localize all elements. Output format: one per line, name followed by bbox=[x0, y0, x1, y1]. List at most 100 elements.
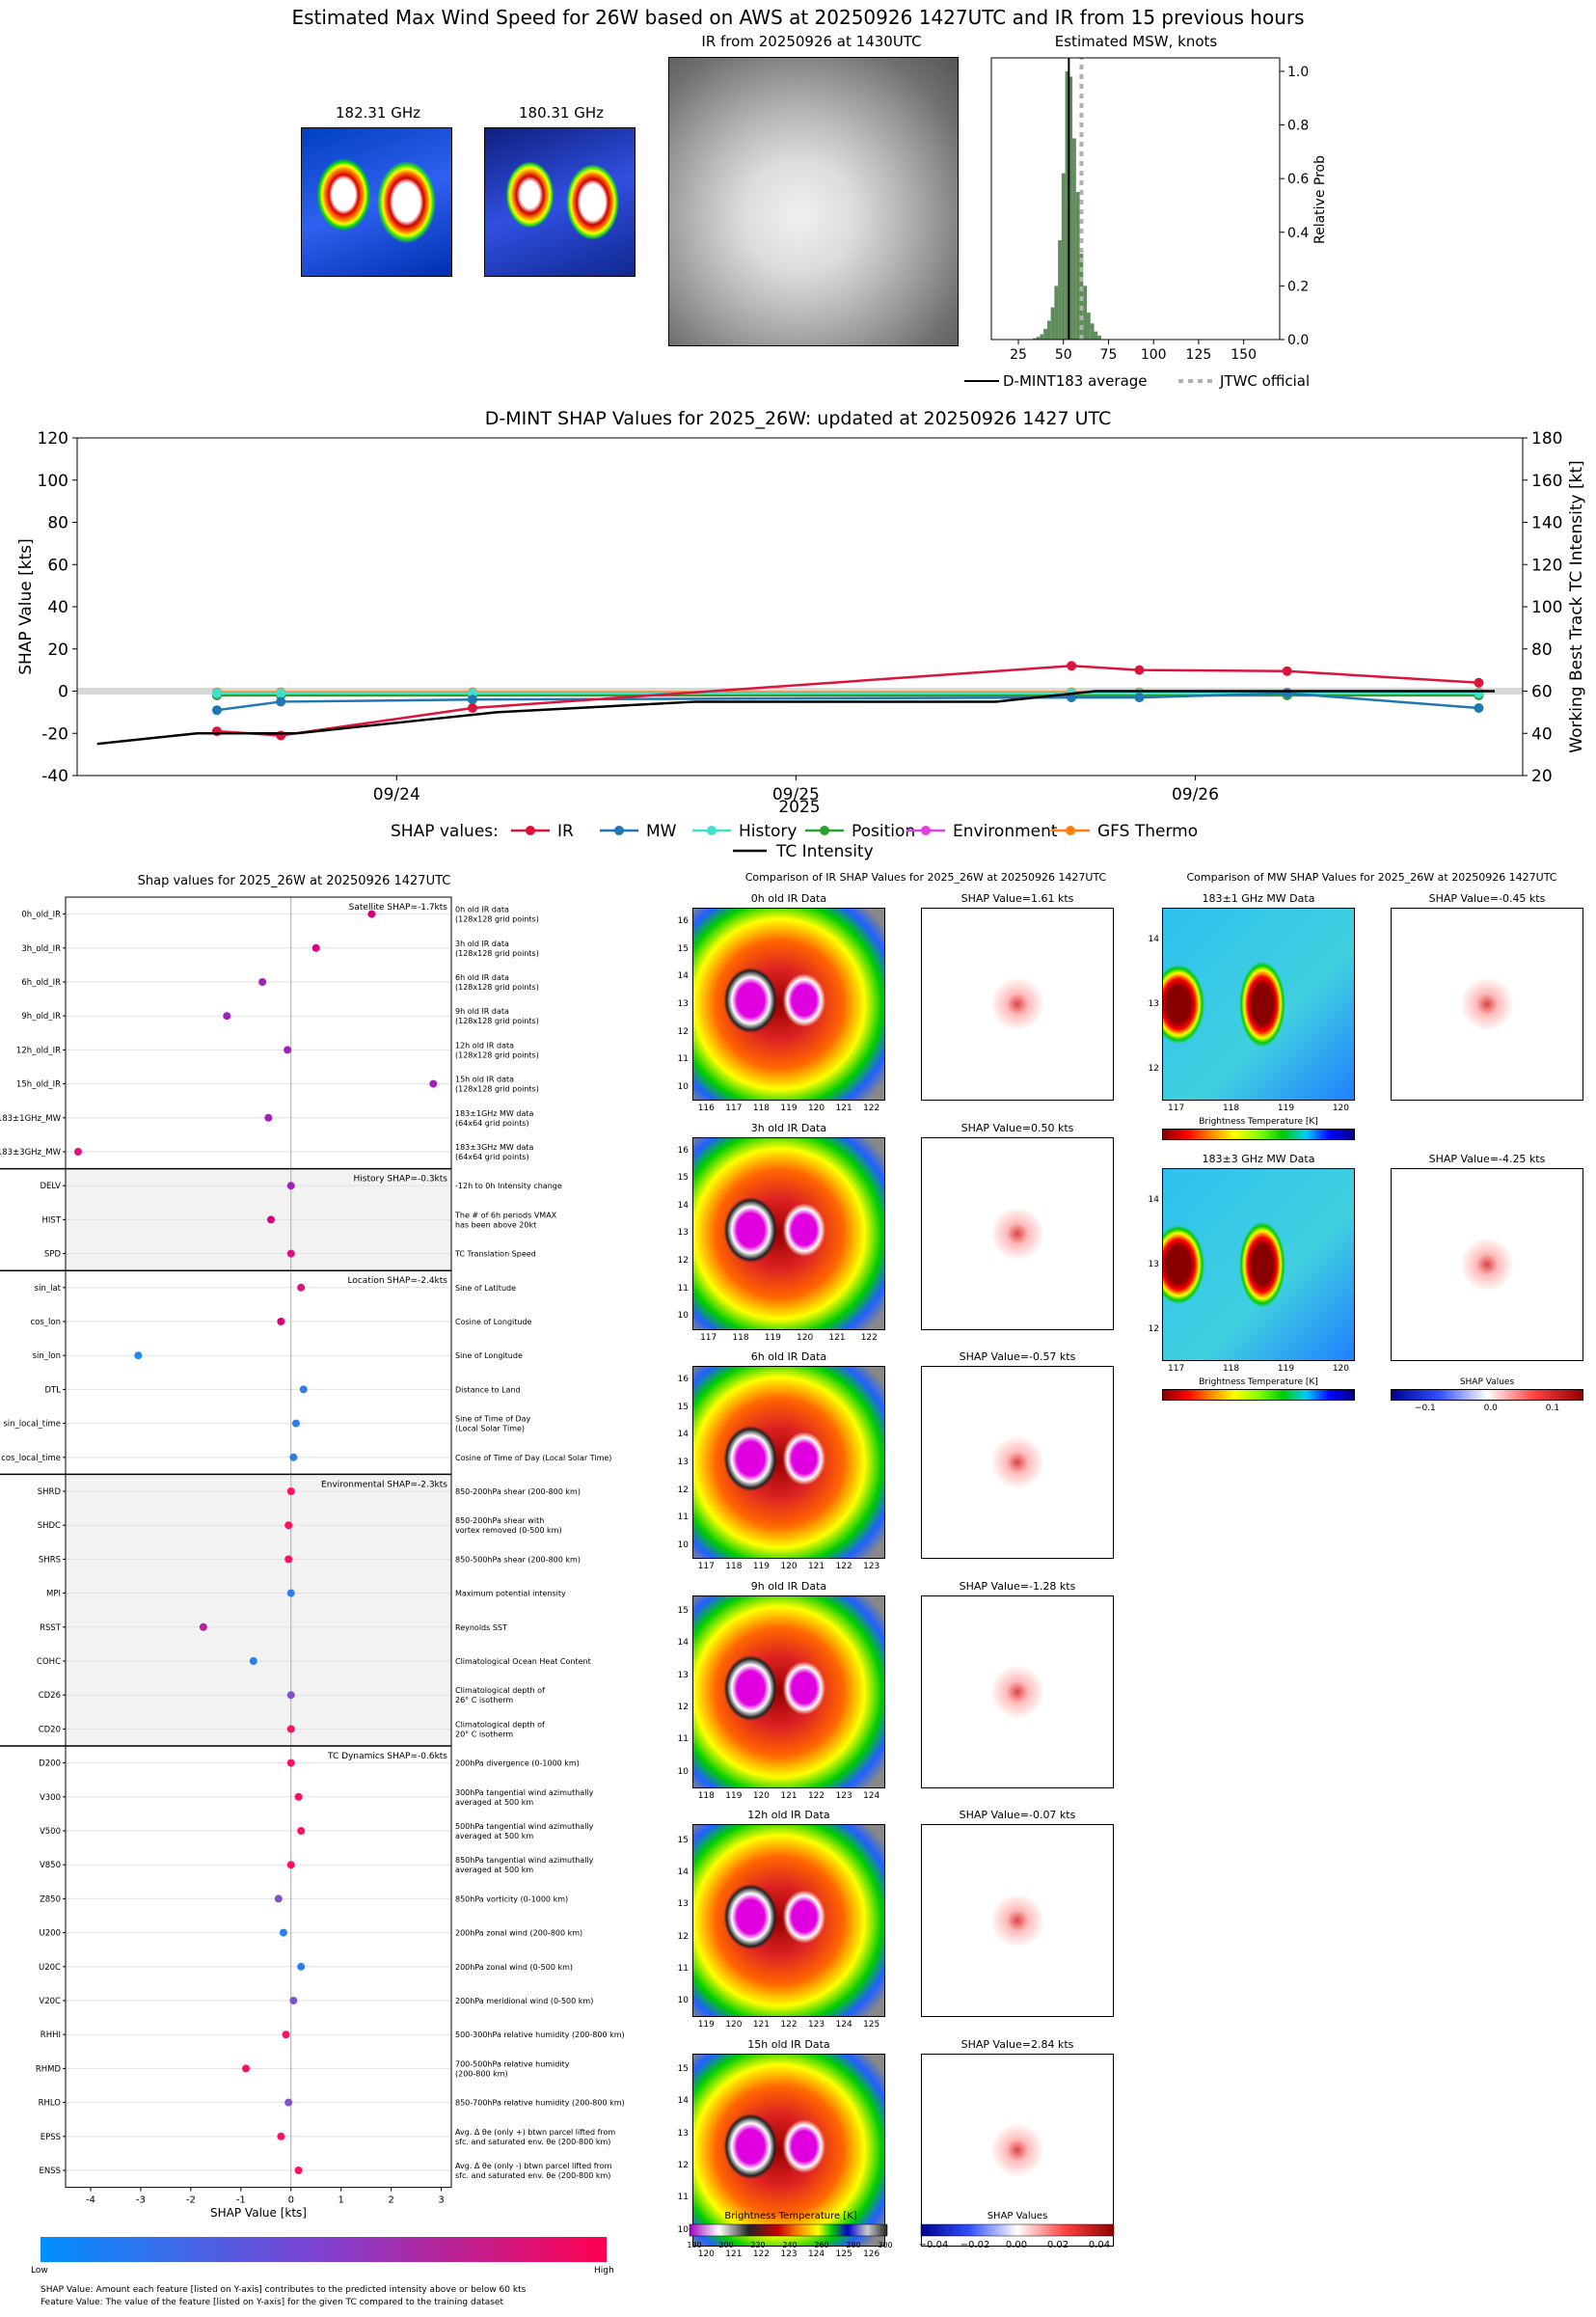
ir-ytick: 15 bbox=[677, 1173, 689, 1184]
ir-shap-image bbox=[921, 1366, 1114, 1559]
bee-feature-desc: vortex removed (0-500 km) bbox=[455, 1526, 562, 1535]
bee-point bbox=[286, 1182, 295, 1190]
bee-point bbox=[274, 1894, 283, 1903]
bee-feature-desc: Avg. Δ θe (only -) btwn parcel lifted fr… bbox=[455, 2162, 612, 2170]
mw-shap-cbar-tick: 0.1 bbox=[1545, 1404, 1560, 1413]
bee-feature-desc: Climatological depth of bbox=[455, 1686, 545, 1695]
mw-shap-cbar-ticks: −0.1 0.0 0.1 bbox=[1391, 1404, 1583, 1413]
ir-ytick: 10 bbox=[677, 1081, 689, 1092]
beeswarm-title: Shap values for 2025_26W at 20250926 142… bbox=[137, 874, 451, 888]
bee-feature-desc: 500hPa tangential wind azimuthally bbox=[455, 1822, 594, 1831]
bee-group-label: TC Dynamics SHAP=-0.6kts bbox=[327, 1752, 447, 1761]
bee-feature-name: RHHI bbox=[41, 2031, 61, 2040]
ir-ytick: 16 bbox=[677, 1145, 689, 1156]
ts-ytick-left: 80 bbox=[47, 514, 68, 533]
bee-feature-desc: (128x128 grid points) bbox=[455, 949, 539, 958]
ir-xtick: 120 bbox=[807, 1104, 825, 1113]
beeswarm-chart: Satellite SHAP=-1.7kts History SHAP=-0.3k… bbox=[0, 896, 625, 2307]
ir-shap-title: SHAP Value=1.61 kts bbox=[960, 892, 1074, 905]
mw-data-title: 183±3 GHz MW Data bbox=[1202, 1153, 1315, 1165]
bee-feature-desc: (Local Solar Time) bbox=[455, 1425, 525, 1433]
hist-title: Estimated MSW, knots bbox=[1054, 33, 1218, 50]
ir-xtick: 119 bbox=[752, 1562, 770, 1571]
ts-point-mw bbox=[1282, 688, 1292, 698]
ir-ytick: 10 bbox=[677, 1540, 689, 1550]
ir-ytick: 11 bbox=[677, 2193, 689, 2203]
ir-xtick: 118 bbox=[752, 1104, 770, 1113]
ts-point-mw bbox=[1474, 703, 1484, 713]
mw-xtick: 120 bbox=[1332, 1104, 1349, 1113]
ts-xtick: 09/25 bbox=[772, 785, 820, 804]
mw-shap-image bbox=[1391, 1168, 1583, 1361]
ts-legend-label: GFS Thermo bbox=[1097, 822, 1198, 841]
ir-data-title: 12h old IR Data bbox=[747, 1809, 830, 1821]
ts-ytick-left: 40 bbox=[47, 598, 68, 617]
ir-xtick: 120 bbox=[797, 1332, 814, 1343]
ir-ytick: 13 bbox=[677, 2128, 689, 2139]
ir-shap-title: SHAP Value=0.50 kts bbox=[960, 1121, 1074, 1134]
mw-cbar bbox=[1162, 1129, 1355, 1140]
bee-feature-name: DELV bbox=[40, 1182, 61, 1191]
bee-point bbox=[223, 1012, 231, 1021]
ir-xtick: 120 bbox=[697, 2249, 715, 2259]
ts-legend-marker bbox=[614, 826, 624, 835]
bee-point bbox=[277, 2132, 285, 2140]
ir-ytick: 12 bbox=[677, 1485, 689, 1495]
ts-legend-marker bbox=[707, 826, 717, 835]
ir-cbar-bt-label: Brightness Temperature [K] bbox=[724, 2211, 856, 2222]
bee-feature-desc: -12h to 0h Intensity change bbox=[455, 1182, 562, 1190]
mw-xtick: 118 bbox=[1222, 1364, 1240, 1374]
bee-point bbox=[73, 1148, 82, 1156]
ir-data-image bbox=[692, 1366, 885, 1559]
ir-xtick: 117 bbox=[697, 1562, 715, 1571]
bee-point bbox=[286, 1487, 295, 1495]
ir-cbar-shap-tick: 0.02 bbox=[1047, 2240, 1069, 2250]
ir-colorbars: Brightness Temperature [K] SHAP Values 1… bbox=[687, 2211, 1115, 2250]
hist-bar-8 bbox=[1061, 173, 1066, 340]
ir-xtick: 120 bbox=[780, 1562, 798, 1571]
bee-point bbox=[294, 2167, 303, 2174]
bee-feature-name: RHLO bbox=[39, 2099, 62, 2109]
mw-xtick: 118 bbox=[1222, 1104, 1240, 1113]
bee-point bbox=[266, 1215, 275, 1224]
bee-feature-name: U200 bbox=[40, 1929, 61, 1939]
hist-ylabel: Relative Prob bbox=[1312, 155, 1328, 244]
bee-point bbox=[286, 1589, 295, 1597]
ts-point-ir bbox=[276, 730, 286, 741]
bee-feature-name: 183±3GHz_MW bbox=[0, 1148, 62, 1158]
ir-xtick: 116 bbox=[697, 1104, 715, 1113]
ir-ytick: 11 bbox=[677, 1963, 689, 1974]
bee-feature-name: SHDC bbox=[38, 1521, 61, 1531]
ir-ytick: 12 bbox=[677, 2161, 689, 2171]
ir-data-title: 9h old IR Data bbox=[750, 1579, 827, 1593]
mw-ytick: 13 bbox=[1148, 998, 1159, 1009]
bee-feature-desc: 300hPa tangential wind azimuthally bbox=[455, 1788, 594, 1797]
bee-feature-name: V850 bbox=[40, 1861, 61, 1870]
mw-yticks: 14 13 12 bbox=[1138, 908, 1159, 1101]
bee-feature-name: DTL bbox=[45, 1385, 62, 1395]
ts-ytick-right: 180 bbox=[1531, 429, 1562, 449]
bee-feature-desc: (64x64 grid points) bbox=[455, 1119, 529, 1128]
ir-cbar-bt-tick: 200 bbox=[718, 2241, 733, 2249]
mw1-title: 182.31 GHz bbox=[335, 104, 421, 122]
bee-feature-desc: 200hPa divergence (0-1000 km) bbox=[455, 1759, 580, 1768]
bee-feature-desc: (128x128 grid points) bbox=[455, 1017, 539, 1025]
mw1-image bbox=[301, 127, 452, 277]
ir-yticks: 15 14 13 12 11 10 bbox=[665, 2054, 689, 2247]
bee-feature-name: sin_lon bbox=[33, 1351, 61, 1361]
ir-ytick: 13 bbox=[677, 1899, 689, 1910]
bee-feature-desc: 15h old IR data bbox=[455, 1076, 514, 1084]
bee-point bbox=[249, 1657, 257, 1665]
bee-feature-desc: 3h old IR data bbox=[455, 940, 509, 948]
ir-data-title: 0h old IR Data bbox=[750, 892, 827, 905]
bee-feature-desc: (128x128 grid points) bbox=[455, 915, 539, 924]
bee-feature-desc: 200hPa meridional wind (0-500 km) bbox=[455, 1997, 593, 2005]
ir-cbar-shap-tick: 0.00 bbox=[1006, 2240, 1027, 2250]
bee-feature-desc: 850-200hPa shear with bbox=[455, 1516, 544, 1525]
bee-feature-name: HIST bbox=[42, 1215, 62, 1225]
ir-ytick: 15 bbox=[677, 2064, 689, 2075]
bee-feature-desc: (128x128 grid points) bbox=[455, 1050, 539, 1059]
ts-ytick-left: 0 bbox=[58, 683, 68, 702]
bee-feature-name: 0h_old_IR bbox=[21, 911, 61, 920]
bee-feature-desc: 9h old IR data bbox=[455, 1007, 509, 1016]
